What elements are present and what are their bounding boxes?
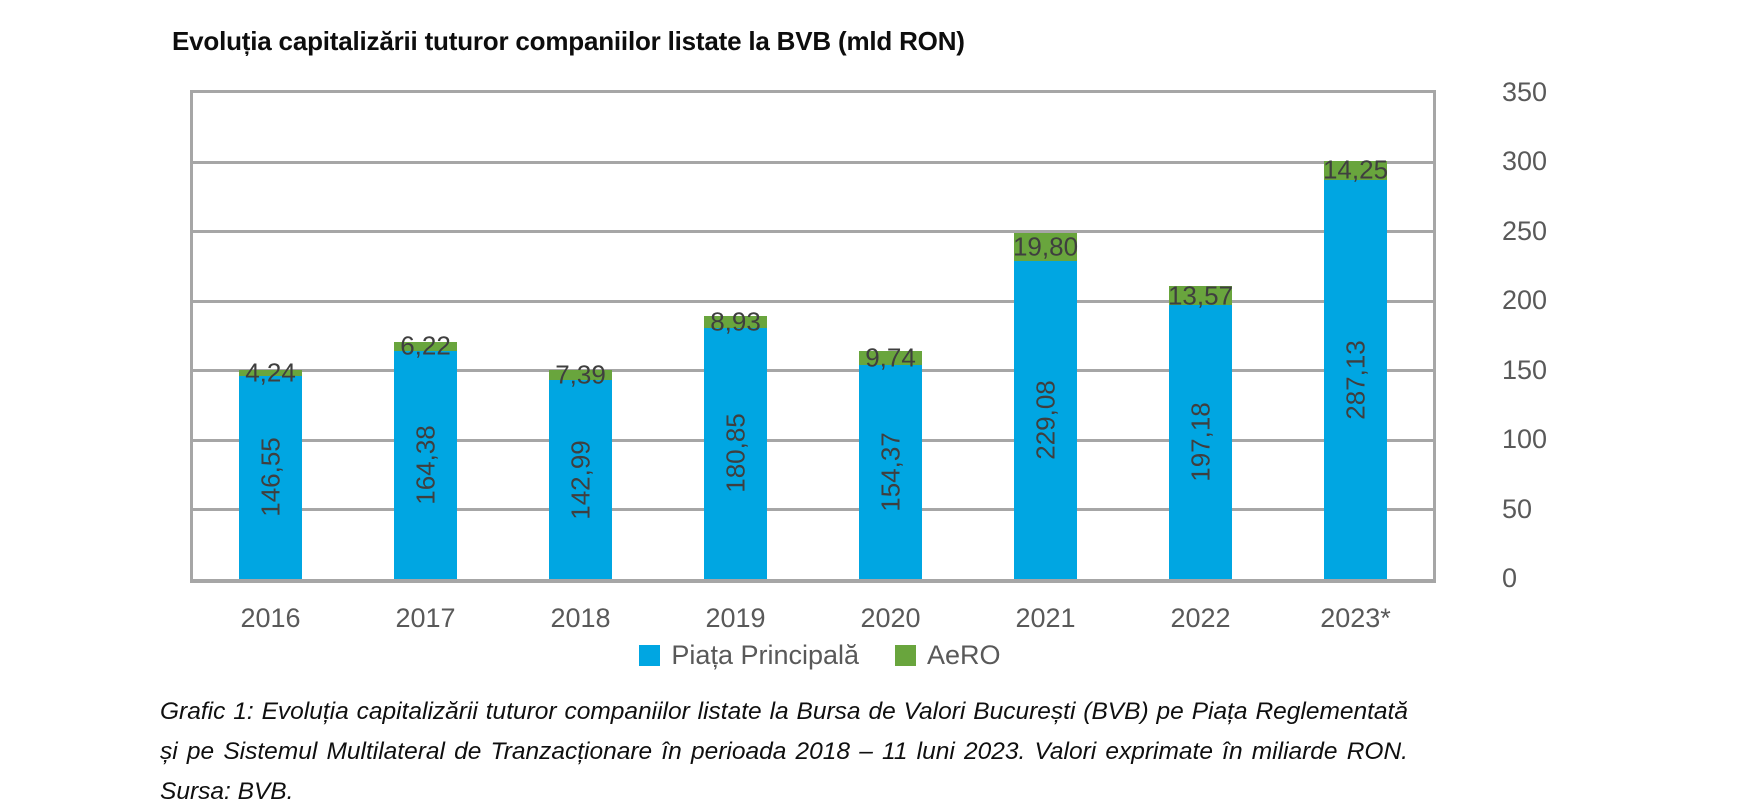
gridline-200: [193, 299, 1433, 303]
bar-aero-2020: 9,74: [859, 342, 922, 372]
y-tick-label-200: 200: [1502, 285, 1548, 316]
figure-caption: Grafic 1: Evoluția capitalizării tuturor…: [160, 698, 1408, 805]
x-tick-label-2023: 2023*: [1320, 603, 1391, 633]
bar-value-label-aero-2016: 4,24: [245, 357, 296, 388]
bar-piata-principala-2019: 180,85: [704, 327, 767, 579]
y-tick-label-350: 350: [1502, 77, 1548, 107]
bar-value-label-piata-principala-2020: 154,37: [875, 432, 905, 512]
legend-label-piata-principala: Piața Principală: [671, 640, 860, 670]
bar-value-label-aero-2018: 7,39: [555, 359, 606, 390]
y-tick-label-300: 300: [1502, 146, 1548, 177]
bar-value-label-piata-principala-2017: 164,38: [410, 425, 440, 505]
chart-title: Evoluția capitalizării tuturor companiil…: [172, 26, 965, 56]
bar-value-label-piata-principala-2018: 142,99: [565, 439, 595, 520]
x-tick-label-2018: 2018: [550, 603, 611, 633]
bar-aero-2022: 13,57: [1168, 280, 1233, 310]
bar-value-label-aero-2017: 6,22: [400, 330, 451, 361]
y-tick-label-150: 150: [1502, 354, 1548, 385]
bar-piata-principala-2016: 146,55: [239, 375, 302, 579]
chart-legend: Piața Principală AeRO: [190, 640, 1450, 671]
bar-piata-principala-2020: 154,37: [859, 364, 922, 579]
plot-area: 146,55 4,24 164,38 6,22 142,99 7,39 180,85 8,93…: [190, 90, 1436, 583]
bar-value-label-piata-principala-2023: 287,13: [1340, 339, 1370, 420]
x-tick-label-2017: 2017: [395, 603, 456, 633]
bar-piata-principala-2023: 287,13: [1324, 180, 1387, 579]
y-tick-label-250: 250: [1502, 215, 1548, 246]
bar-value-label-aero-2019: 8,93: [710, 306, 761, 337]
bar-piata-principala-2017: 164,38: [394, 350, 457, 579]
y-tick-label-0: 0: [1502, 563, 1518, 593]
bar-aero-2016: 4,24: [239, 357, 302, 387]
legend-item-piata-principala: Piața Principală: [639, 640, 859, 671]
gridline-250: [193, 230, 1433, 234]
bar-aero-2017: 6,22: [394, 331, 457, 361]
bar-value-label-piata-principala-2022: 197,18: [1185, 402, 1215, 482]
bar-piata-principala-2022: 197,18: [1169, 305, 1232, 579]
gridline-50: [193, 508, 1433, 512]
y-tick-label-50: 50: [1502, 493, 1533, 524]
x-tick-label-2022: 2022: [1170, 603, 1231, 633]
chart-figure: { "title": "Evoluția capitalizării tutur…: [160, 26, 1548, 805]
bar-value-label-piata-principala-2016: 146,55: [255, 437, 285, 518]
aero-swatch-icon: [895, 645, 917, 666]
x-tick-label-2021: 2021: [1015, 603, 1076, 633]
bar-value-label-aero-2021: 19,80: [1012, 231, 1079, 262]
bar-value-label-piata-principala-2021: 229,08: [1030, 380, 1060, 460]
legend-item-aero: AeRO: [895, 640, 1001, 671]
gridline-100: [193, 438, 1433, 442]
bar-aero-2019: 8,93: [704, 306, 767, 336]
bar-aero-2018: 7,39: [549, 360, 612, 390]
bar-value-label-aero-2023: 14,25: [1322, 154, 1389, 185]
bar-value-label-piata-principala-2019: 180,85: [720, 413, 750, 494]
bar-piata-principala-2021: 229,08: [1014, 260, 1077, 579]
bar-aero-2023: 14,25: [1323, 155, 1388, 185]
legend-label-aero: AeRO: [927, 640, 1001, 670]
x-tick-label-2020: 2020: [860, 603, 921, 633]
bar-value-label-aero-2022: 13,57: [1167, 280, 1234, 311]
x-tick-label-2016: 2016: [240, 603, 301, 633]
bar-piata-principala-2018: 142,99: [549, 380, 612, 579]
bar-aero-2021: 19,80: [1012, 231, 1079, 262]
gridline-300: [193, 160, 1433, 164]
y-tick-label-100: 100: [1502, 424, 1548, 455]
bar-value-label-aero-2020: 9,74: [865, 342, 916, 373]
piata-principala-swatch-icon: [639, 645, 661, 666]
x-tick-label-2019: 2019: [705, 603, 766, 633]
gridline-150: [193, 369, 1433, 373]
